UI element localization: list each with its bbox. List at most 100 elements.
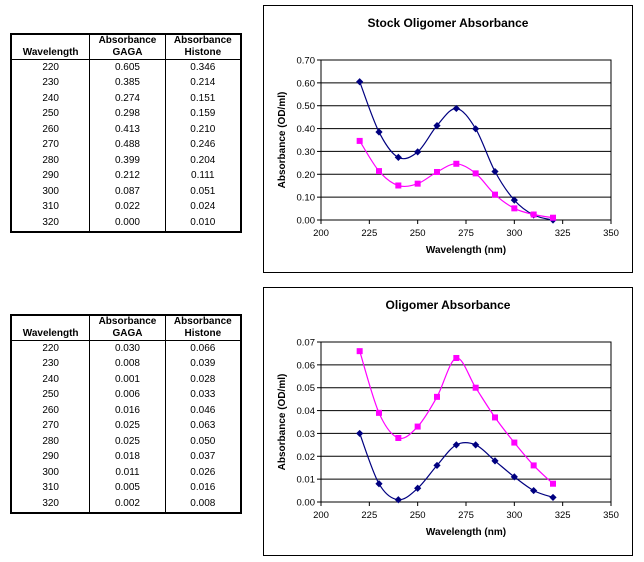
- y-tick-label: 0.00: [297, 216, 316, 227]
- y-tick-label: 0.03: [297, 429, 316, 440]
- cell-wavelength: 260: [11, 122, 91, 138]
- table-row: 280 0.025 0.050: [11, 434, 241, 450]
- chart-title: Stock Oligomer Absorbance: [368, 16, 529, 30]
- y-tick-label: 0.04: [297, 406, 316, 417]
- data-point: [395, 182, 402, 189]
- table-row: 270 0.025 0.063: [11, 418, 241, 434]
- data-point: [395, 435, 402, 441]
- cell-absorbance-histone: 0.033: [190, 389, 216, 401]
- cell-absorbance-gaga: 0.488: [89, 137, 166, 153]
- x-tick-label: 225: [361, 510, 377, 521]
- cell-absorbance-histone: 0.010: [190, 216, 216, 228]
- header-line: Wavelength: [22, 47, 79, 58]
- cell-absorbance-gaga: 0.022: [89, 199, 166, 215]
- table-row: 260 0.413 0.210: [11, 122, 241, 138]
- data-point: [472, 384, 479, 391]
- table-row: 230 0.008 0.039: [11, 356, 241, 372]
- cell-absorbance-histone: 0.066: [190, 342, 216, 354]
- y-tick-label: 0.10: [297, 193, 316, 204]
- cell-wavelength: 250: [11, 106, 91, 122]
- cell-absorbance-gaga: 0.298: [89, 106, 166, 122]
- cell-absorbance-gaga: 0.006: [89, 387, 166, 403]
- data-point: [492, 414, 498, 421]
- column-header-histone: Absorbance Histone: [165, 315, 241, 341]
- cell-wavelength: 290: [11, 168, 91, 184]
- cell-absorbance-gaga: 0.605: [89, 59, 166, 76]
- data-point: [356, 429, 364, 438]
- cell-absorbance-gaga: 0.087: [89, 184, 166, 200]
- data-point: [356, 348, 363, 355]
- oligomer-chart: Oligomer Absorbance 0.00 0.01 0.02 0.03 0.04 0…: [263, 287, 633, 556]
- table-row: 290 0.018 0.037: [11, 449, 241, 465]
- table-row: 260 0.016 0.046: [11, 403, 241, 419]
- data-point: [434, 169, 440, 175]
- cell-absorbance-gaga: 0.399: [89, 153, 166, 169]
- oligomer-chart-svg: Oligomer Absorbance 0.00 0.01 0.02 0.03 0.04 0…: [277, 298, 619, 538]
- table-header-row: Wavelength Absorbance GAGA Absorbance Hi…: [11, 315, 241, 341]
- cell-absorbance-histone: 0.151: [190, 92, 216, 104]
- cell-absorbance-gaga: 0.025: [89, 418, 166, 434]
- x-axis-label: Wavelength (nm): [426, 245, 506, 256]
- data-point: [530, 486, 538, 495]
- cell-absorbance-histone: 0.039: [190, 358, 216, 370]
- y-tick-label: 0.60: [297, 78, 316, 89]
- data-point: [472, 170, 479, 177]
- x-axis-label: Wavelength (nm): [426, 527, 506, 538]
- cell-absorbance-histone: 0.050: [190, 435, 216, 447]
- data-point: [414, 180, 421, 187]
- cell-wavelength: 320: [11, 215, 91, 232]
- cell-absorbance-histone: 0.346: [190, 61, 216, 73]
- x-tick-label: 325: [555, 510, 571, 521]
- data-point: [356, 78, 364, 86]
- cell-absorbance-gaga: 0.274: [89, 91, 166, 107]
- cell-absorbance-histone: 0.024: [190, 201, 216, 213]
- table-body: 220 0.030 0.066 230 0.008 0.039 240 0.001 0.028 2…: [11, 340, 241, 513]
- y-tick-label: 0.40: [297, 124, 316, 135]
- data-point: [433, 122, 441, 130]
- plot-area: [320, 59, 612, 221]
- cell-absorbance-gaga: 0.011: [89, 465, 166, 481]
- x-tick-label: 300: [506, 228, 522, 239]
- y-tick-label: 0.06: [297, 360, 316, 371]
- header-line: GAGA: [112, 47, 143, 58]
- cell-absorbance-histone: 0.210: [190, 123, 216, 135]
- column-header-wavelength: Wavelength: [11, 315, 91, 341]
- cell-absorbance-histone: 0.016: [190, 482, 216, 494]
- data-point: [511, 205, 518, 212]
- data-point: [530, 462, 537, 469]
- data-point: [356, 137, 363, 144]
- y-tick-label: 0.20: [297, 170, 316, 181]
- x-tick-label: 200: [313, 510, 329, 521]
- cell-absorbance-histone: 0.037: [190, 451, 216, 463]
- x-tick-label: 350: [603, 228, 619, 239]
- x-tick-label: 350: [603, 510, 619, 521]
- data-point: [472, 441, 480, 449]
- stock-absorbance-table: Wavelength Absorbance GAGA Absorbance Hi…: [10, 33, 242, 233]
- data-point: [414, 423, 421, 430]
- column-header-gaga: Absorbance GAGA: [89, 34, 166, 60]
- cell-wavelength: 310: [11, 199, 91, 215]
- data-point: [550, 214, 556, 221]
- stock-oligomer-chart: Stock Oligomer Absorbance 0.00 0.10 0.20 0.3…: [263, 5, 633, 273]
- header-line: Absorbance: [98, 35, 157, 46]
- cell-wavelength: 270: [11, 418, 91, 434]
- table-row: 270 0.488 0.246: [11, 137, 241, 153]
- data-point: [453, 355, 460, 361]
- y-tick-label: 0.02: [297, 452, 316, 463]
- data-point: [453, 160, 460, 167]
- table-row: 220 0.605 0.346: [11, 59, 241, 76]
- cell-absorbance-histone: 0.214: [190, 77, 216, 89]
- data-point: [434, 393, 440, 400]
- header-line: Absorbance: [98, 316, 157, 327]
- y-axis-label: Absorbance (OD/ml): [277, 92, 288, 189]
- cell-absorbance-gaga: 0.018: [89, 449, 166, 465]
- table-header-row: Wavelength Absorbance GAGA Absorbance Hi…: [11, 34, 241, 60]
- x-tick-label: 300: [506, 510, 522, 521]
- x-tick-label: 325: [555, 228, 571, 239]
- cell-absorbance-histone: 0.159: [190, 108, 216, 120]
- data-point: [491, 167, 499, 176]
- data-point: [492, 191, 498, 198]
- x-tick-label: 250: [410, 510, 426, 521]
- data-point: [433, 461, 441, 470]
- cell-absorbance-gaga: 0.000: [89, 215, 166, 232]
